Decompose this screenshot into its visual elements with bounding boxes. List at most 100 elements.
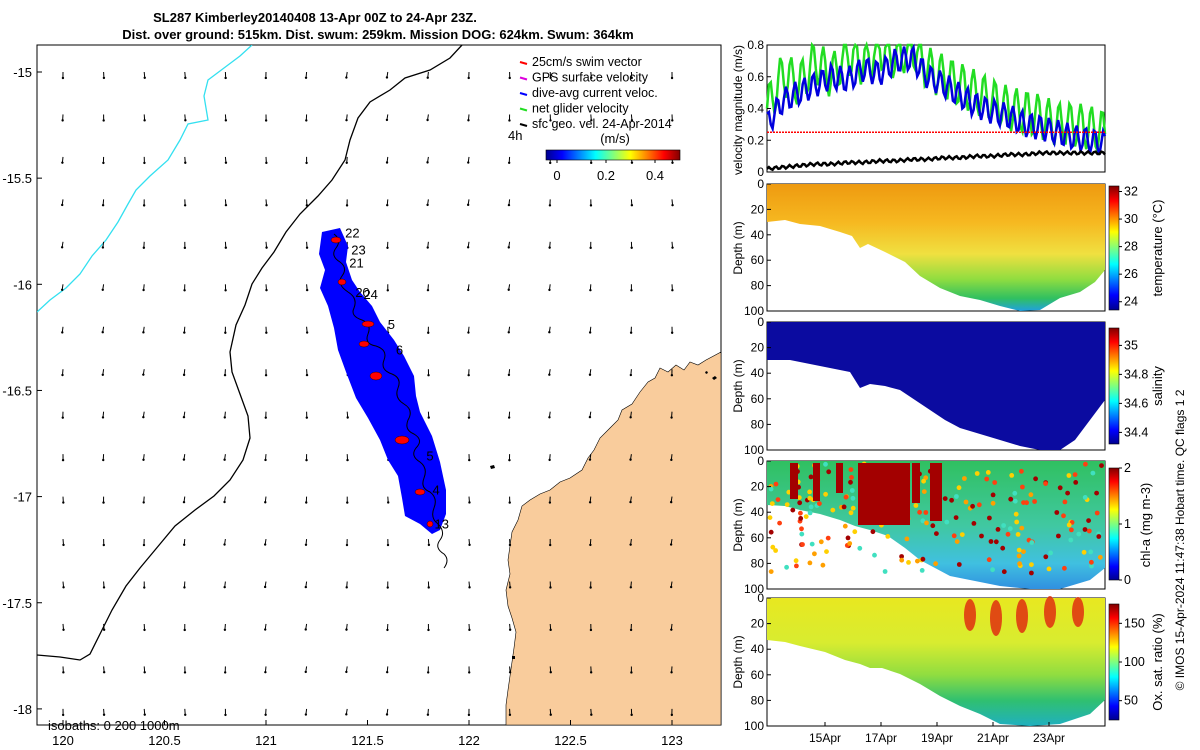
chlorophyll-sample xyxy=(826,469,832,475)
colorbar-tick-label: 24 xyxy=(1124,295,1138,309)
chlorophyll-sample xyxy=(1001,569,1007,575)
surface-velocity-arrowhead xyxy=(143,161,146,165)
surface-velocity-arrowhead xyxy=(224,246,228,249)
surface-velocity-arrowhead xyxy=(264,416,267,419)
surface-velocity-arrowhead xyxy=(142,204,146,207)
x-tick-label: 17Apr xyxy=(865,731,897,745)
surface-velocity-arrowhead xyxy=(223,458,226,461)
chlorophyll-sample xyxy=(979,533,984,539)
chlorophyll-sample xyxy=(970,503,975,509)
chlorophyll-sample xyxy=(1017,561,1022,567)
chlorophyll-sample xyxy=(807,489,812,495)
map-colorbar-tick-label: 0.4 xyxy=(646,168,664,183)
surface-velocity-arrowhead xyxy=(386,586,389,589)
surface-velocity-arrowhead xyxy=(548,416,551,419)
colorbar-tick-label: 34.6 xyxy=(1124,396,1148,410)
surface-velocity-arrowhead xyxy=(305,458,308,462)
surface-velocity-arrowhead xyxy=(466,203,470,207)
surface-velocity-arrowhead xyxy=(62,671,65,674)
surface-velocity-arrowhead xyxy=(508,628,512,631)
chlorophyll-sample xyxy=(820,562,826,568)
y-tick-label: 60 xyxy=(751,668,765,682)
map-colorbar xyxy=(545,149,681,161)
chlorophyll-sample xyxy=(1021,549,1026,554)
chlorophyll-sample xyxy=(1062,565,1067,571)
surface-velocity-arrowhead xyxy=(183,331,186,334)
surface-velocity-arrowhead xyxy=(589,628,593,632)
surface-velocity-arrowhead xyxy=(427,416,430,419)
y-tick-label: 80 xyxy=(751,693,765,707)
velocity-frame xyxy=(766,44,1106,173)
oxygen-ylabel: Depth (m) xyxy=(731,635,745,688)
y-tick-label: 0.8 xyxy=(747,38,764,52)
chlorophyll-sample xyxy=(986,557,992,563)
chlorophyll-sample xyxy=(1057,485,1063,491)
chlorophyll-sample xyxy=(1046,566,1052,572)
chlorophyll-sample xyxy=(1096,534,1102,539)
surface-velocity-arrowhead xyxy=(61,119,64,122)
chlorophyll-sample xyxy=(817,501,822,506)
surface-velocity-arrowhead xyxy=(224,161,228,164)
scale-vector-label: 4h xyxy=(508,128,522,143)
chlorophyll-sample xyxy=(1028,492,1034,498)
surface-velocity-arrowhead xyxy=(223,416,226,419)
chlorophyll-sample xyxy=(899,557,905,563)
surface-velocity-arrowhead xyxy=(387,501,390,504)
surface-velocity-arrowhead xyxy=(345,118,348,122)
chlorophyll-sample xyxy=(777,520,782,526)
surface-velocity-arrowhead xyxy=(630,119,634,122)
surface-velocity-arrowhead xyxy=(507,203,511,207)
surface-velocity-arrowhead xyxy=(265,331,268,334)
chlorophyll-sample xyxy=(845,535,851,541)
chlorophyll-sample xyxy=(775,497,781,502)
legend-swatch xyxy=(519,123,528,127)
velocity-series xyxy=(765,41,1107,172)
surface-velocity-arrowhead xyxy=(670,331,674,334)
surface-velocity-arrowhead xyxy=(426,76,429,79)
map-legend: 25cm/s swim vector GPS surface velocitydi… xyxy=(519,55,672,131)
surface-velocity-arrowhead xyxy=(101,373,105,376)
chlorophyll-sample xyxy=(923,510,929,515)
surface-velocity-arrowhead xyxy=(548,373,551,376)
surface-velocity-arrowhead xyxy=(61,76,65,80)
y-tick-label: 100 xyxy=(744,582,764,596)
surface-velocity-arrowhead xyxy=(224,203,228,207)
map-y-tick-label: -18 xyxy=(13,702,32,717)
y-tick-label: 40 xyxy=(751,228,765,242)
chlorophyll-sample xyxy=(768,569,774,574)
surface-velocity-arrowhead xyxy=(629,373,633,377)
temperature-y-axis: 0 20 40 60 80 100 xyxy=(744,177,771,318)
chlorophyll-sample xyxy=(798,516,804,521)
colorbar-tick-label: 100 xyxy=(1124,655,1145,669)
chlorophyll-sample xyxy=(949,497,954,503)
surface-velocity-arrowhead xyxy=(426,713,430,716)
y-tick-label: 100 xyxy=(744,304,764,318)
surface-velocity-arrowhead xyxy=(588,331,592,334)
figure-title-line1: SL287 Kimberley20140408 13-Apr 00Z to 24… xyxy=(153,10,477,25)
chlorophyll-sample xyxy=(1048,550,1053,556)
oxygen-colorbar-label: Ox. sat. ratio (%) xyxy=(1150,613,1165,711)
surface-velocity-arrowhead xyxy=(385,161,389,164)
chlorophyll-sample xyxy=(784,502,790,507)
surface-velocity-arrowhead xyxy=(670,458,673,462)
y-tick-label: 40 xyxy=(751,642,765,656)
surface-velocity-arrowhead xyxy=(346,458,349,462)
chlorophyll-sample xyxy=(790,507,796,513)
surface-velocity-arrowhead xyxy=(223,628,227,632)
surface-velocity-arrowhead xyxy=(468,628,471,632)
surface-velocity-arrowhead xyxy=(304,670,307,674)
surface-velocity-arrowhead xyxy=(304,543,308,546)
surface-velocity-arrowhead xyxy=(468,671,471,674)
salinity-colorbar-label: salinity xyxy=(1150,366,1165,406)
surface-velocity-arrowhead xyxy=(386,543,390,547)
surface-velocity-arrowhead xyxy=(143,76,146,79)
surface-velocity-arrowhead xyxy=(102,76,106,80)
surface-velocity-arrowhead xyxy=(223,585,226,589)
surface-velocity-arrowhead xyxy=(182,373,186,377)
colorbar-tick-label: 26 xyxy=(1124,267,1138,281)
chlorophyll-sample xyxy=(798,510,803,516)
x-tick-label: 19Apr xyxy=(921,731,953,745)
surface-velocity-arrowhead xyxy=(345,543,349,547)
surface-velocity-arrowhead xyxy=(61,203,64,207)
